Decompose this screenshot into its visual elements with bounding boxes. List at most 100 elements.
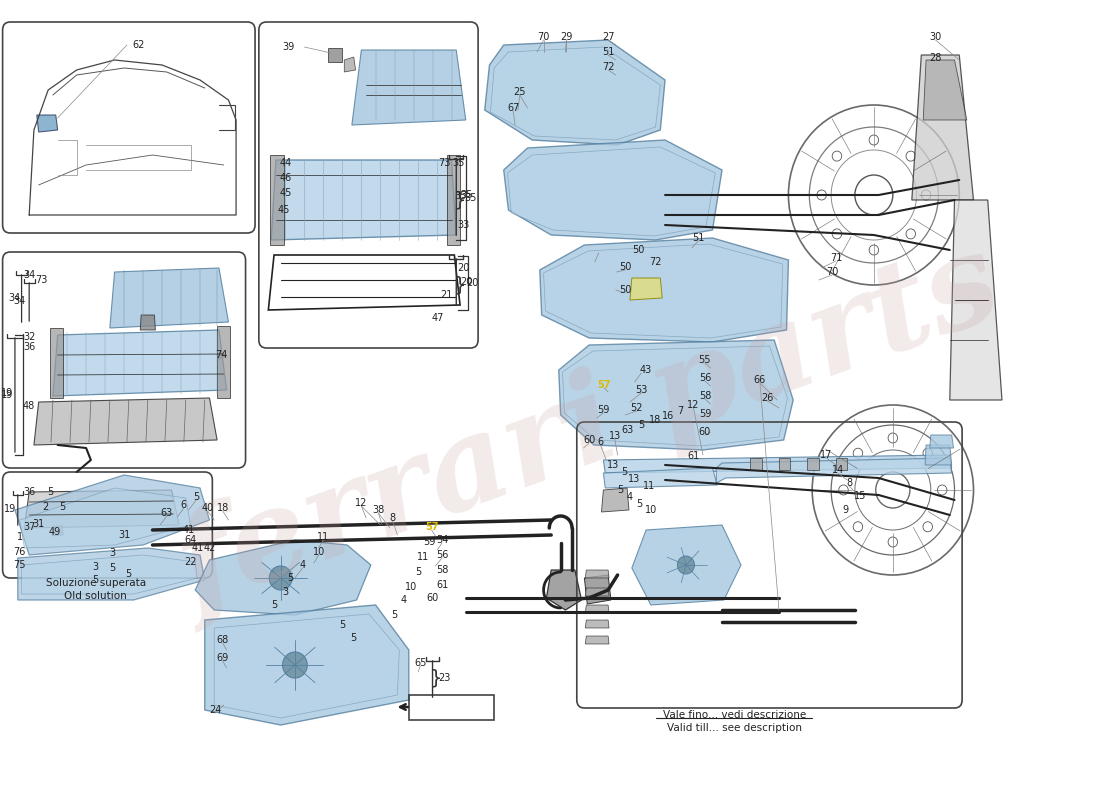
Text: Old solution: Old solution [64, 591, 126, 601]
Text: 19: 19 [1, 388, 13, 398]
Text: 19: 19 [1, 390, 13, 400]
Polygon shape [34, 398, 217, 445]
Text: 70: 70 [538, 32, 550, 42]
Text: 5: 5 [339, 620, 345, 630]
Text: 7: 7 [678, 406, 683, 416]
Text: 27: 27 [602, 32, 615, 42]
Text: 59: 59 [597, 405, 609, 415]
Text: 63: 63 [621, 425, 634, 435]
Polygon shape [271, 155, 284, 245]
Polygon shape [779, 458, 790, 470]
Text: Soluzione superata: Soluzione superata [45, 578, 145, 588]
Polygon shape [36, 115, 57, 132]
Polygon shape [584, 575, 610, 604]
Text: 35: 35 [454, 191, 466, 201]
Polygon shape [22, 555, 197, 594]
Text: 13: 13 [607, 460, 619, 470]
Text: 53: 53 [635, 385, 648, 395]
Text: 40: 40 [201, 503, 213, 513]
Polygon shape [585, 605, 609, 613]
Polygon shape [217, 326, 230, 398]
Polygon shape [585, 570, 609, 578]
Circle shape [817, 190, 826, 200]
Text: 54: 54 [436, 535, 448, 545]
Polygon shape [20, 488, 190, 548]
Text: 5: 5 [271, 600, 277, 610]
Text: 58: 58 [436, 565, 448, 575]
Polygon shape [53, 330, 227, 396]
Polygon shape [447, 155, 460, 245]
Text: 5: 5 [287, 573, 294, 583]
Text: 10: 10 [312, 547, 324, 557]
Text: 38: 38 [372, 505, 385, 515]
Polygon shape [930, 435, 954, 448]
Text: 65: 65 [414, 658, 427, 668]
Text: 34: 34 [13, 296, 25, 306]
Text: 2: 2 [42, 502, 48, 512]
Text: 1: 1 [16, 532, 23, 542]
Text: 33: 33 [458, 220, 470, 230]
Polygon shape [504, 140, 722, 240]
Circle shape [833, 229, 842, 239]
Circle shape [923, 448, 933, 458]
Text: 5: 5 [351, 633, 356, 643]
Text: 75: 75 [13, 560, 26, 570]
Circle shape [838, 485, 848, 495]
Text: Vale fino... vedi descrizione: Vale fino... vedi descrizione [662, 710, 806, 720]
Polygon shape [110, 268, 229, 328]
Polygon shape [52, 526, 64, 536]
Text: 57: 57 [597, 380, 612, 390]
Text: 76: 76 [13, 547, 26, 557]
Circle shape [854, 522, 862, 532]
Text: 5: 5 [617, 485, 624, 495]
Text: 28: 28 [930, 53, 942, 63]
Text: 61: 61 [436, 580, 448, 590]
Text: 36: 36 [23, 487, 35, 497]
Polygon shape [507, 147, 715, 236]
Text: 11: 11 [642, 481, 654, 491]
Text: 16: 16 [662, 411, 674, 421]
Text: 63: 63 [161, 508, 173, 518]
Polygon shape [214, 614, 399, 718]
Text: 5: 5 [392, 610, 398, 620]
Text: 59: 59 [424, 537, 436, 547]
Polygon shape [352, 50, 465, 125]
Text: 4: 4 [627, 492, 632, 502]
Circle shape [833, 151, 842, 161]
Text: 9: 9 [843, 505, 848, 515]
Text: 23: 23 [439, 673, 451, 683]
Polygon shape [585, 620, 609, 628]
Text: 5: 5 [124, 569, 131, 579]
Text: 30: 30 [930, 32, 942, 42]
Text: 35: 35 [461, 190, 473, 200]
Text: 8: 8 [846, 478, 852, 488]
Text: 61: 61 [688, 451, 700, 461]
Text: 67: 67 [507, 103, 519, 113]
Text: 14: 14 [832, 465, 844, 475]
Polygon shape [925, 445, 952, 465]
Text: 4: 4 [402, 595, 407, 605]
Text: 5: 5 [638, 420, 645, 430]
Circle shape [869, 245, 879, 255]
Polygon shape [949, 200, 1002, 400]
Polygon shape [604, 468, 717, 488]
Text: 52: 52 [630, 403, 642, 413]
Circle shape [906, 229, 915, 239]
Text: }: } [454, 190, 466, 210]
Text: 35: 35 [464, 193, 476, 203]
Text: 59: 59 [698, 409, 711, 419]
Polygon shape [750, 458, 762, 470]
Circle shape [283, 652, 307, 678]
Polygon shape [140, 315, 155, 330]
Circle shape [854, 448, 862, 458]
Text: 5: 5 [621, 467, 627, 477]
Text: 68: 68 [217, 635, 229, 645]
Polygon shape [24, 490, 179, 528]
Text: 5: 5 [415, 567, 421, 577]
Text: 20: 20 [466, 278, 478, 288]
Text: 60: 60 [698, 427, 711, 437]
Circle shape [906, 151, 915, 161]
Text: 31: 31 [33, 519, 45, 529]
Polygon shape [631, 525, 741, 605]
Polygon shape [15, 475, 209, 555]
